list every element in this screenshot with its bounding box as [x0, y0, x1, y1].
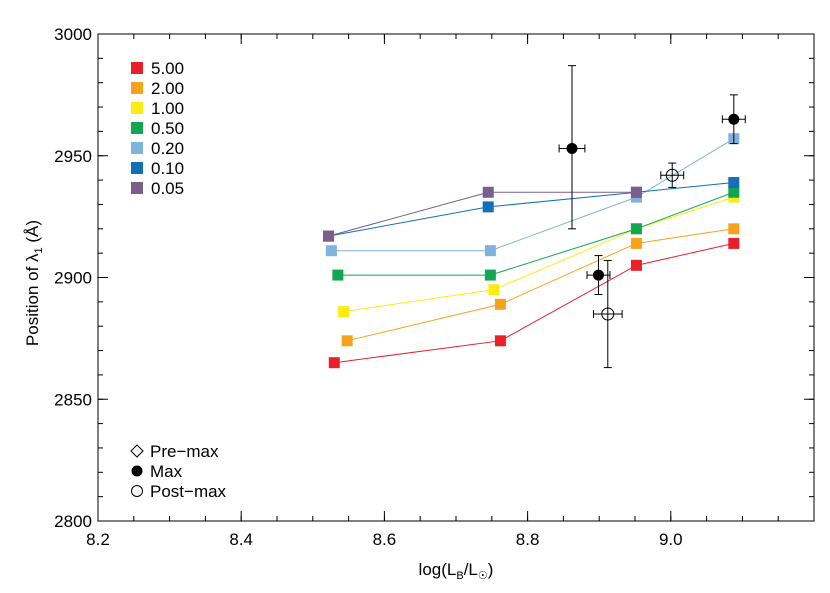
legend-item: 1.00: [131, 99, 184, 118]
data-point-square: [341, 335, 353, 347]
open-circle-icon: [131, 485, 143, 497]
y-tick-labels: 2800 2850 2900 2950 3000: [54, 25, 92, 531]
data-point-square: [630, 237, 642, 249]
series-line: [343, 196, 734, 313]
data-point-square: [494, 298, 506, 310]
legend-swatch: [131, 142, 143, 154]
series-line: [334, 242, 734, 364]
x-tick-label: 9.0: [659, 530, 683, 549]
legend-swatch: [131, 102, 143, 114]
data-point-square: [332, 269, 344, 281]
filled-circle-icon: [131, 465, 143, 477]
x-tick-labels: 8.2 8.4 8.6 8.8 9.0: [86, 530, 682, 549]
data-point-square: [630, 186, 642, 198]
y-tick-label: 3000: [54, 25, 92, 44]
data-point-square: [482, 186, 494, 198]
data-point-square: [484, 269, 496, 281]
legend-swatch: [131, 122, 143, 134]
series-legend: 5.002.001.000.500.200.100.05: [131, 59, 184, 198]
x-tick-label: 8.8: [516, 530, 540, 549]
data-point-square: [494, 335, 506, 347]
data-point-square: [338, 306, 350, 318]
data-point-square: [325, 245, 337, 257]
marker-legend-label: Post−max: [150, 482, 227, 501]
series-0-10: [323, 177, 740, 242]
open-circle-marker: [665, 168, 679, 182]
series-line: [347, 228, 734, 342]
data-point-square: [728, 186, 740, 198]
observations-layer: [558, 65, 746, 369]
series-2-00: [341, 223, 740, 347]
x-tick-label: 8.2: [86, 530, 110, 549]
data-point-square: [728, 237, 740, 249]
legend-label: 1.00: [151, 99, 184, 118]
series-1-00: [338, 191, 740, 318]
filled-circle-marker: [728, 113, 740, 125]
legend-label: 0.10: [151, 159, 184, 178]
legend-item: 0.05: [131, 179, 184, 198]
data-point-square: [484, 245, 496, 257]
x-tick-label: 8.4: [229, 530, 253, 549]
series-5-00: [328, 237, 740, 369]
data-point-square: [328, 357, 340, 369]
observation-max: [558, 65, 586, 230]
legend-swatch: [131, 82, 143, 94]
legend-label: 5.00: [151, 59, 184, 78]
data-point-square: [728, 177, 740, 189]
x-axis-title: log(LB/L☉): [419, 560, 494, 582]
legend-item: 5.00: [131, 59, 184, 78]
series-line: [337, 191, 734, 276]
legend-label: 0.05: [151, 179, 184, 198]
legend-label: 0.50: [151, 119, 184, 138]
marker-legend-item: Pre−max: [130, 442, 219, 461]
legend-item: 2.00: [131, 79, 184, 98]
data-point-square: [630, 223, 642, 235]
legend-item: 0.10: [131, 159, 184, 178]
y-tick-label: 2950: [54, 147, 92, 166]
legend-label: 0.20: [151, 139, 184, 158]
y-tick-label: 2850: [54, 390, 92, 409]
legend-swatch: [131, 182, 143, 194]
series-line: [328, 182, 734, 237]
data-point-square: [488, 284, 500, 296]
diamond-open-icon: [130, 444, 144, 458]
data-point-square: [482, 201, 494, 213]
y-tick-label: 2900: [54, 269, 92, 288]
data-point-square: [728, 223, 740, 235]
y-axis-title: Position of λ1 (Å): [23, 220, 45, 346]
series-0-50: [332, 186, 740, 281]
marker-legend-label: Pre−max: [150, 442, 219, 461]
marker-legend-item: Max: [131, 462, 183, 481]
marker-legend-label: Max: [150, 462, 183, 481]
legend-swatch: [131, 162, 143, 174]
series-line: [331, 138, 735, 252]
legend-swatch: [131, 62, 143, 74]
open-circle-marker: [601, 307, 615, 321]
observation-post-max: [660, 162, 685, 188]
y-tick-label: 2800: [54, 512, 92, 531]
observation-max: [721, 94, 746, 145]
x-tick-label: 8.6: [373, 530, 397, 549]
observation-max: [586, 255, 611, 296]
data-point-square: [323, 230, 335, 242]
axis-ticks: [97, 33, 815, 522]
legend-item: 0.50: [131, 119, 184, 138]
marker-legend-item: Post−max: [131, 482, 227, 501]
data-point-square: [630, 259, 642, 271]
filled-circle-marker: [566, 142, 578, 154]
legend-label: 2.00: [151, 79, 184, 98]
legend-item: 0.20: [131, 139, 184, 158]
series-layer: [323, 133, 740, 369]
filled-circle-marker: [592, 269, 604, 281]
observation-post-max: [592, 259, 623, 369]
series-0-05: [323, 186, 642, 242]
